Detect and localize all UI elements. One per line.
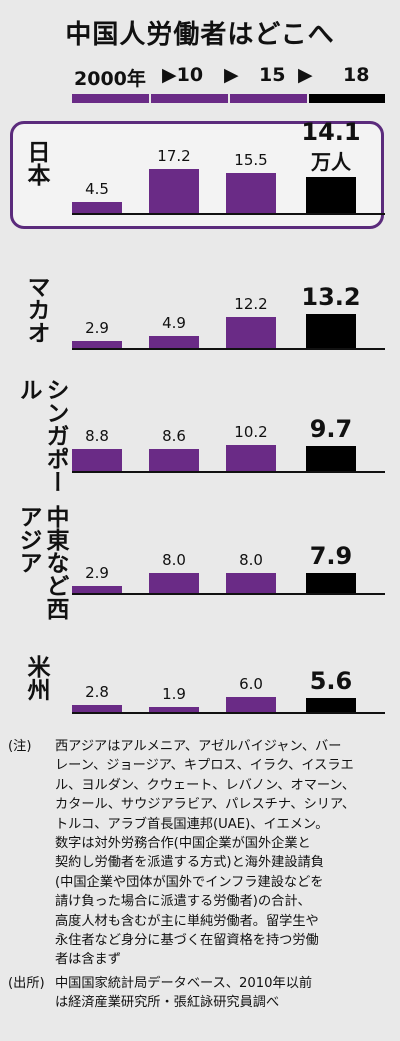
bar-2015 xyxy=(226,444,276,471)
legend-label-10: ▶10 xyxy=(162,64,204,86)
bar-2010 xyxy=(149,169,199,213)
note-line: トルコ、アラブ首長国連邦(UAE)、イエメン。 xyxy=(55,816,329,832)
bar-2000 xyxy=(72,340,122,348)
bar-2010 xyxy=(149,449,199,471)
region-label: 中東など西アジア xyxy=(14,505,68,635)
value-label-2015: 10.2 xyxy=(234,422,268,441)
note-line: 西アジアはアルメニア、アゼルバイジャン、バー xyxy=(55,739,342,754)
notes: (注) 西アジアはアルメニア、アゼルバイジャン、バー レーン、ジョージア、キプロス… xyxy=(8,737,394,1013)
bar-2018 xyxy=(306,446,356,471)
legend-segment-2000-10 xyxy=(72,94,149,103)
bar-2018 xyxy=(306,697,356,712)
legend-arrow-2: ▶ xyxy=(298,64,313,86)
x-axis xyxy=(72,213,385,215)
legend-segment-10-15 xyxy=(151,94,228,103)
region-label-line: シンガ xyxy=(42,378,68,447)
region-label-line: 中東など xyxy=(42,505,68,597)
legend-label-2000: 2000年 xyxy=(74,68,146,90)
value-label-2018: 7.9 xyxy=(309,541,353,570)
note-line: 請け負った場合に派遣する労働者)の合計、 xyxy=(55,894,311,910)
value-label-2018: 13.2 xyxy=(301,283,361,312)
bar-2010 xyxy=(149,335,199,348)
x-axis xyxy=(72,471,385,473)
value-label-2000: 2.8 xyxy=(85,682,109,701)
note-line: カタール、サウジアラビア、パレスチナ、シリア、 xyxy=(55,797,356,813)
value-label-2010: 4.9 xyxy=(162,313,186,332)
x-axis xyxy=(72,593,385,595)
bar-2015 xyxy=(226,316,276,348)
note-line: ル、ヨルダン、クウェート、レバノン、オマーン、 xyxy=(55,777,356,793)
note-text: 西アジアはアルメニア、アゼルバイジャン、バー レーン、ジョージア、キプロス、イラク… xyxy=(55,737,394,970)
region-label: マカオ xyxy=(23,275,49,344)
value-label-2010: 8.0 xyxy=(162,550,186,569)
value-label-2015: 15.5 xyxy=(234,151,268,170)
bar-2000 xyxy=(72,585,122,593)
source-line: は経済産業研究所・張紅詠研究員調べ xyxy=(55,995,280,1011)
bar-2000 xyxy=(72,448,122,471)
note-line: 者は含まず xyxy=(55,952,121,968)
value-label-2010: 8.6 xyxy=(162,427,186,446)
legend-segment-18 xyxy=(309,94,385,103)
bar-2015 xyxy=(226,696,276,712)
region-label: シンガポール xyxy=(14,378,68,508)
note-line: レーン、ジョージア、キプロス、イラク、イスラエ xyxy=(55,758,354,774)
value-label-2018: 5.6 xyxy=(309,666,353,695)
value-label-2000: 8.8 xyxy=(85,426,109,445)
value-label-2018: 9.7 xyxy=(309,415,353,444)
legend-label-15: 15 xyxy=(259,64,286,86)
bar-2018 xyxy=(306,572,356,593)
value-label-2018: 14.1 xyxy=(301,118,361,147)
source-line: 中国国家統計局データベース、2010年以前 xyxy=(55,975,313,991)
value-label-2000: 4.5 xyxy=(85,179,109,198)
value-label-2015: 8.0 xyxy=(239,550,263,569)
bar-2000 xyxy=(72,704,122,712)
legend xyxy=(72,94,385,103)
note-line: 永住者など身分に基づく在留資格を持つ労働 xyxy=(55,933,319,949)
region-label: 日本 xyxy=(23,140,49,186)
legend-label-18: 18 xyxy=(343,64,370,86)
bar-2000 xyxy=(72,201,122,213)
source-head: (出所) xyxy=(8,975,45,991)
legend-segment-15-18 xyxy=(230,94,307,103)
note-line: 契約し労働者を派遣する方式)と海外建設請負 xyxy=(55,855,324,871)
bar-2018 xyxy=(306,314,356,348)
bar-2015 xyxy=(226,572,276,593)
region-label: 米州 xyxy=(23,655,49,701)
note-line: 数字は対外労務合作(中国企業が国外企業と xyxy=(55,836,311,852)
source-text: 中国国家統計局データベース、2010年以前 は経済産業研究所・張紅詠研究員調べ xyxy=(55,974,394,1013)
note-head: (注) xyxy=(8,739,32,754)
x-axis xyxy=(72,348,385,350)
region-label-line: ポール xyxy=(15,378,68,493)
value-label-2015: 12.2 xyxy=(234,294,268,313)
value-label-2010: 1.9 xyxy=(162,685,186,704)
value-label-2010: 17.2 xyxy=(157,147,191,166)
note-line: 高度人材も含むが主に単純労働者。留学生や xyxy=(55,913,319,929)
bar-2010 xyxy=(149,707,199,712)
region-label-line: 西アジア xyxy=(15,505,68,620)
note-line: (中国企業や団体が国外でインフラ建設などを xyxy=(55,874,324,890)
value-label-2015: 6.0 xyxy=(239,674,263,693)
unit-label: 万人 xyxy=(311,150,351,175)
bar-2018 xyxy=(306,177,356,213)
chart-title: 中国人労働者はどこへ xyxy=(65,20,335,50)
legend-arrow-1: ▶ xyxy=(224,64,239,86)
x-axis xyxy=(72,712,385,714)
value-label-2000: 2.9 xyxy=(85,563,109,582)
bar-2010 xyxy=(149,572,199,593)
bar-2015 xyxy=(226,173,276,213)
value-label-2000: 2.9 xyxy=(85,318,109,337)
